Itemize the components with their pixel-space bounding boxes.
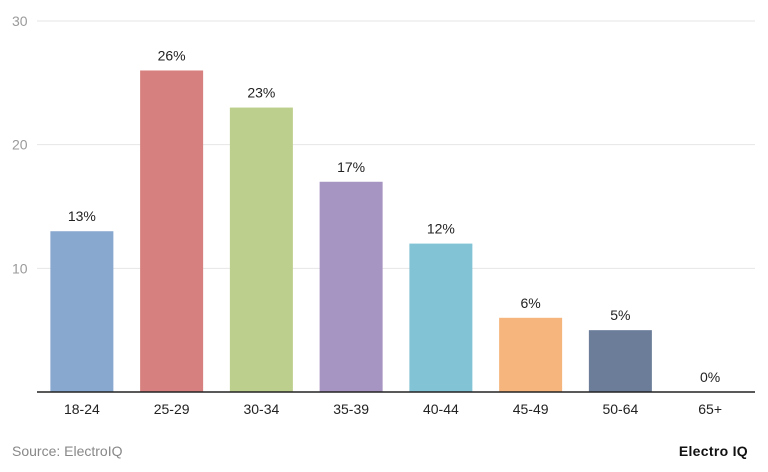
data-label: 23% [247, 85, 275, 101]
data-label: 5% [610, 307, 630, 323]
y-axis-ticks: 10 20 30 [12, 13, 28, 276]
bars [50, 70, 652, 393]
bar-40-44 [409, 243, 473, 392]
data-label: 6% [521, 295, 541, 311]
x-tick-label: 18-24 [64, 401, 100, 417]
bar-18-24 [50, 231, 114, 392]
data-label: 0% [700, 369, 720, 385]
y-tick-label: 20 [12, 137, 28, 153]
data-label: 13% [68, 208, 96, 224]
bar-50-64 [588, 330, 652, 392]
bar-45-49 [499, 317, 563, 392]
data-labels: 13% 26% 23% 17% 12% 6% 5% 0% [68, 47, 720, 385]
x-tick-label: 30-34 [243, 401, 279, 417]
source-note: Source: ElectroIQ [12, 443, 123, 459]
x-axis-ticks: 18-24 25-29 30-34 35-39 40-44 45-49 50-64 65+ [64, 401, 722, 417]
y-tick-label: 10 [12, 260, 28, 276]
brand-logo: Electro IQ [678, 443, 748, 459]
bar-35-39 [319, 181, 383, 392]
x-tick-label: 45-49 [513, 401, 549, 417]
x-tick-label: 25-29 [154, 401, 190, 417]
bar-25-29 [140, 70, 204, 392]
data-label: 12% [427, 221, 455, 237]
x-tick-label: 35-39 [333, 401, 369, 417]
data-label: 17% [337, 159, 365, 175]
x-tick-label: 40-44 [423, 401, 459, 417]
x-tick-label: 50-64 [602, 401, 638, 417]
x-tick-label: 65+ [698, 401, 722, 417]
bar-chart: 10 20 30 13% 26% 23% 17% 12% 6% 5% 0% 18-24 25-29 3… [12, 13, 755, 417]
data-label: 26% [158, 47, 186, 63]
bar-30-34 [229, 107, 293, 393]
y-tick-label: 30 [12, 13, 28, 29]
